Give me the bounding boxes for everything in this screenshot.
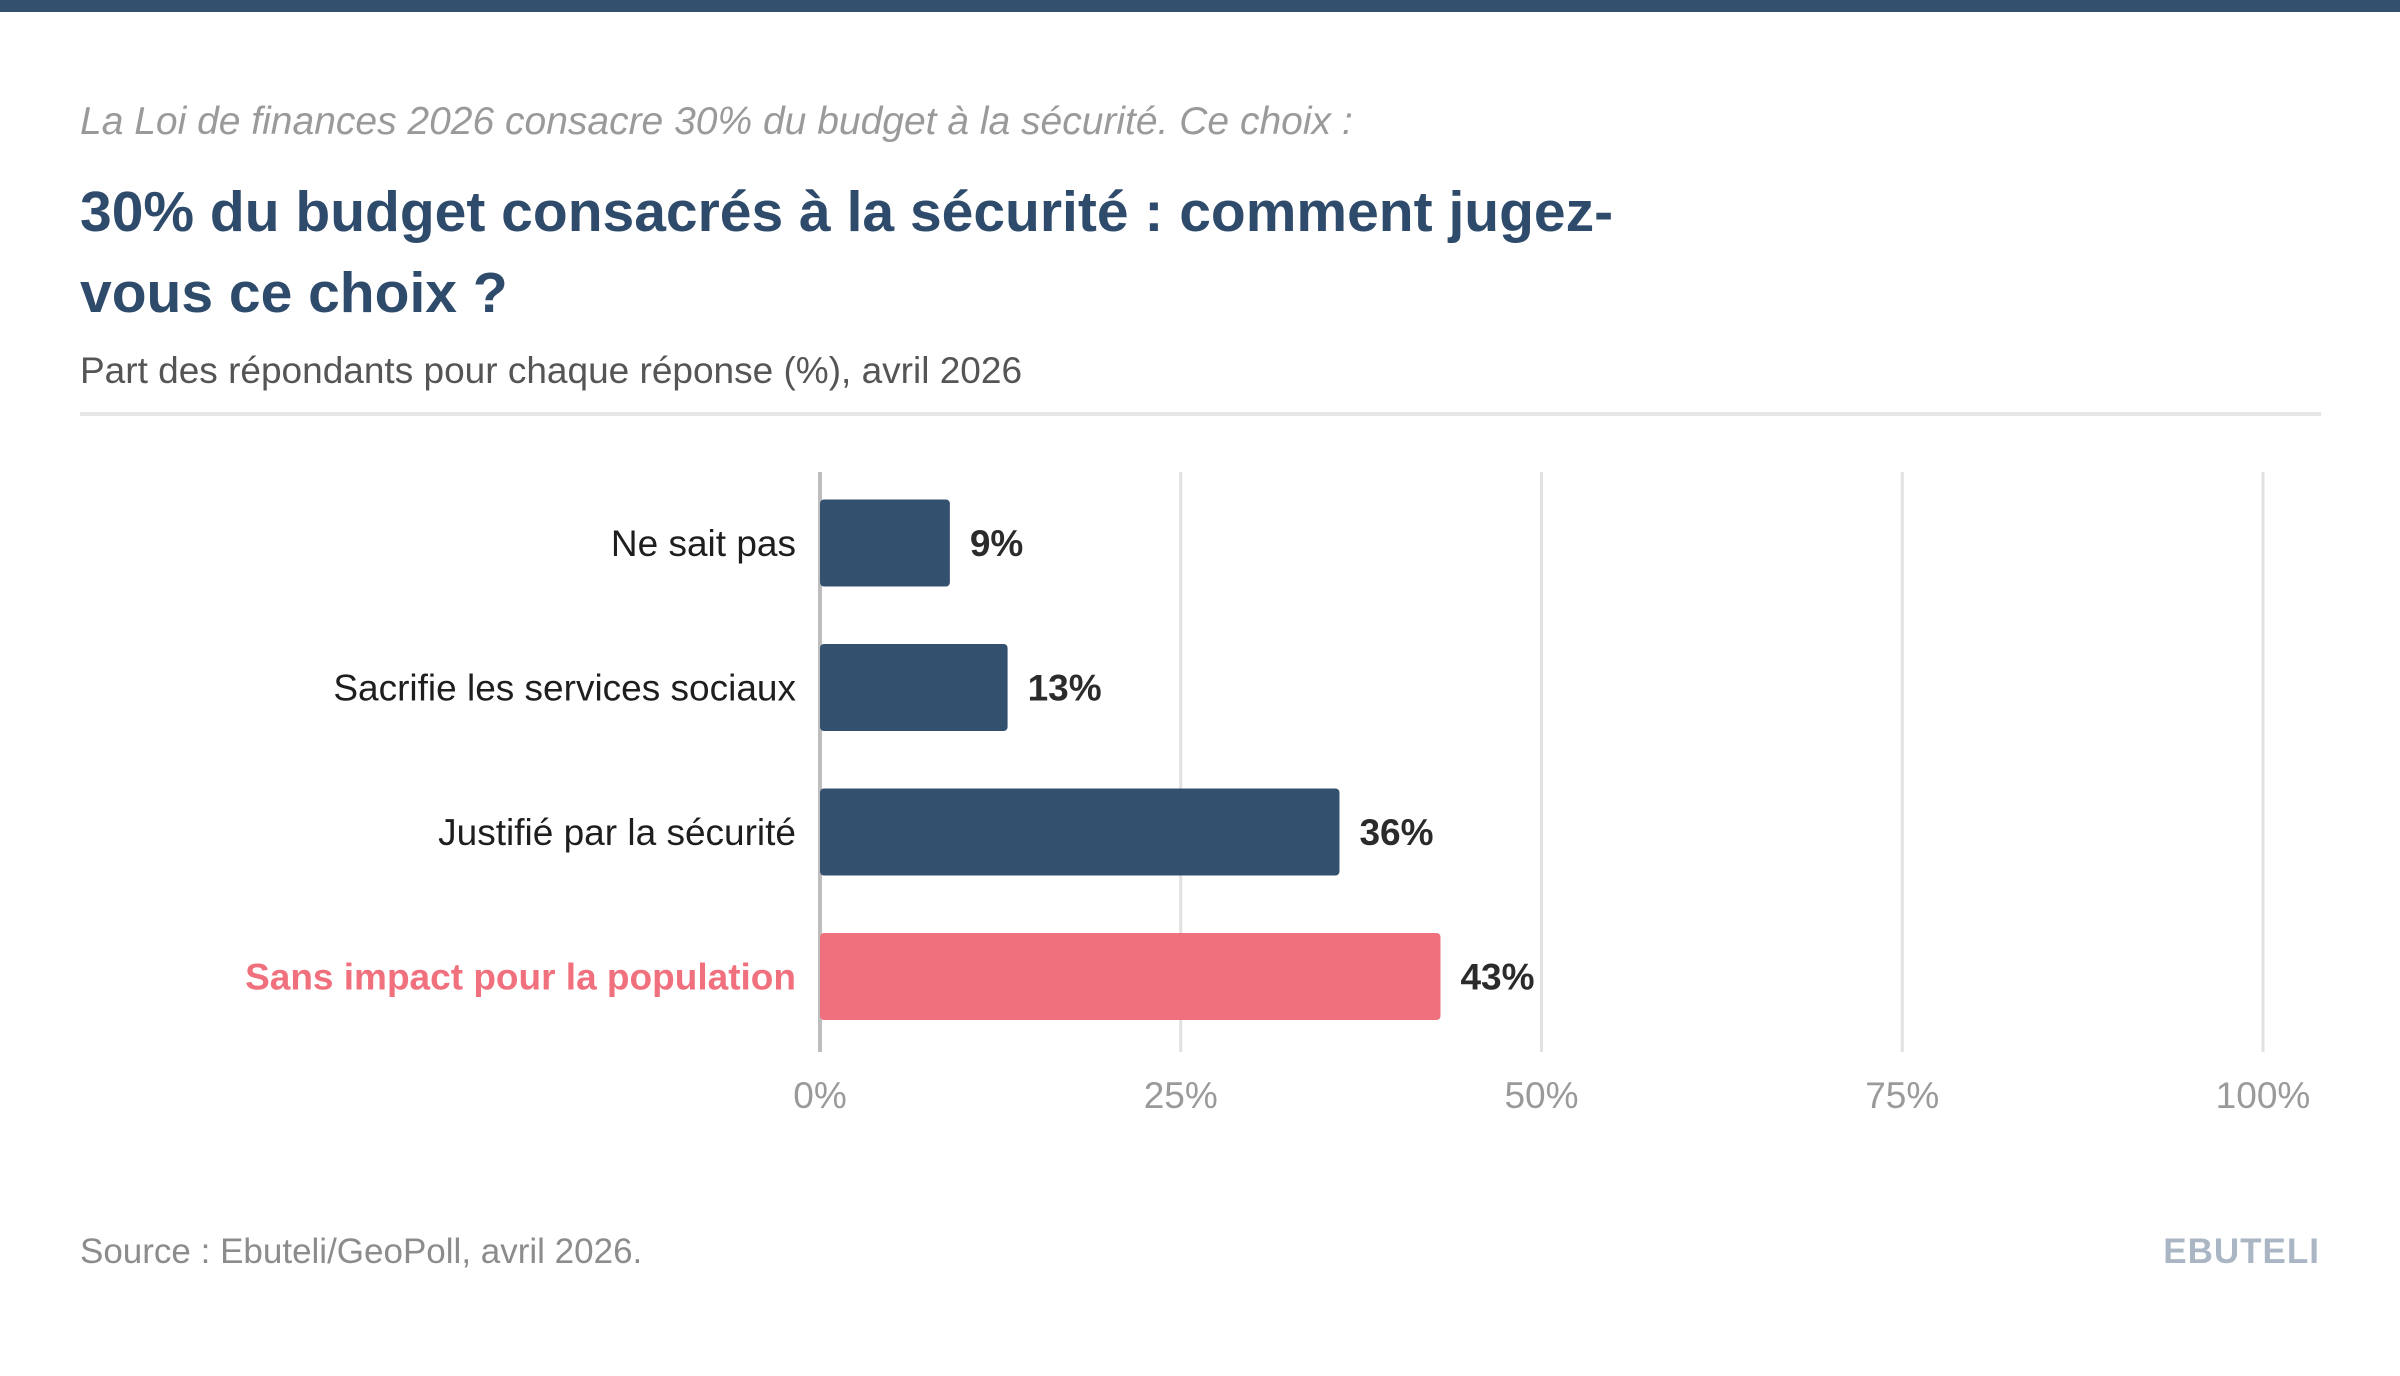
x-tick-label: 50% bbox=[1504, 1075, 1578, 1116]
bar bbox=[820, 933, 1441, 1020]
bar-chart: 0% 25% 50% 75% 100% Ne sait pas 9% Sacrifie les… bbox=[0, 440, 2400, 1145]
source-note: Source : Ebuteli/GeoPoll, avril 2026. bbox=[80, 1232, 643, 1271]
question-kicker: La Loi de finances 2026 consacre 30% du … bbox=[80, 100, 1353, 143]
value-label: 36% bbox=[1359, 812, 1433, 853]
category-label: Ne sait pas bbox=[611, 523, 796, 564]
header-divider bbox=[80, 412, 2321, 416]
brand-logo: EBUTELI bbox=[2163, 1232, 2320, 1271]
top-accent-bar bbox=[0, 0, 2400, 12]
x-tick-label: 100% bbox=[2216, 1075, 2311, 1116]
bar bbox=[820, 499, 950, 587]
bar bbox=[820, 788, 1340, 876]
bar-chart-svg: 0% 25% 50% 75% 100% Ne sait pas 9% Sacrifie les… bbox=[245, 472, 2311, 1116]
value-label: 13% bbox=[1028, 668, 1102, 709]
category-label: Justifié par la sécurité bbox=[438, 812, 796, 853]
bar bbox=[820, 644, 1008, 731]
chart-title: 30% du budget consacrés à la sécurité : … bbox=[80, 180, 1614, 325]
x-tick-label: 75% bbox=[1865, 1075, 1939, 1116]
value-label: 9% bbox=[970, 523, 1023, 564]
category-label: Sacrifie les services sociaux bbox=[333, 668, 796, 709]
x-tick-label: 0% bbox=[793, 1075, 846, 1116]
category-label: Sans impact pour la population bbox=[245, 957, 796, 998]
x-tick-label: 25% bbox=[1144, 1075, 1218, 1116]
chart-subtitle: Part des répondants pour chaque réponse … bbox=[80, 350, 1023, 391]
value-label: 43% bbox=[1460, 957, 1534, 998]
